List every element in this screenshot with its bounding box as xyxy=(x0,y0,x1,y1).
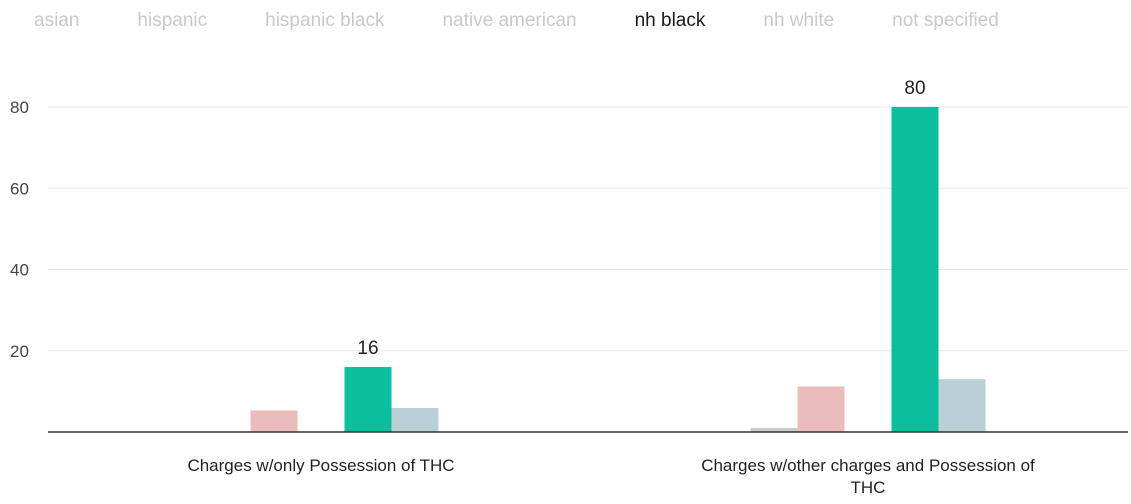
bar-hispanic-black-1 xyxy=(250,410,298,432)
y-tick-label: 60 xyxy=(10,179,29,198)
bar-hispanic-black-2 xyxy=(797,386,845,432)
legend-item-native-american[interactable]: native american xyxy=(442,10,577,31)
legend: asian hispanic hispanic black native americ… xyxy=(34,6,999,36)
x-category-label: THC xyxy=(851,478,886,497)
legend-item-nh-white[interactable]: nh white xyxy=(763,10,835,31)
bar-nh-black-1 xyxy=(344,367,392,432)
y-tick-label: 80 xyxy=(10,98,29,117)
y-tick-label: 40 xyxy=(10,261,29,280)
x-category-label: Charges w/other charges and Possession o… xyxy=(701,456,1035,475)
legend-item-hispanic-black[interactable]: hispanic black xyxy=(265,10,385,31)
data-label: 80 xyxy=(904,78,925,99)
legend-item-not-specified[interactable]: not specified xyxy=(892,10,999,31)
y-tick-label: 20 xyxy=(10,342,29,361)
bar-nh-white-2 xyxy=(938,379,986,432)
legend-item-asian[interactable]: asian xyxy=(34,10,80,31)
bar-nh-white-1 xyxy=(391,408,439,432)
legend-item-hispanic[interactable]: hispanic xyxy=(137,10,208,31)
bar-nh-black-2 xyxy=(891,107,939,432)
bar-hispanic-2 xyxy=(750,427,798,432)
legend-item-nh-black[interactable]: nh black xyxy=(634,10,706,31)
x-category-label: Charges w/only Possession of THC xyxy=(187,456,454,475)
data-label: 16 xyxy=(357,338,378,359)
